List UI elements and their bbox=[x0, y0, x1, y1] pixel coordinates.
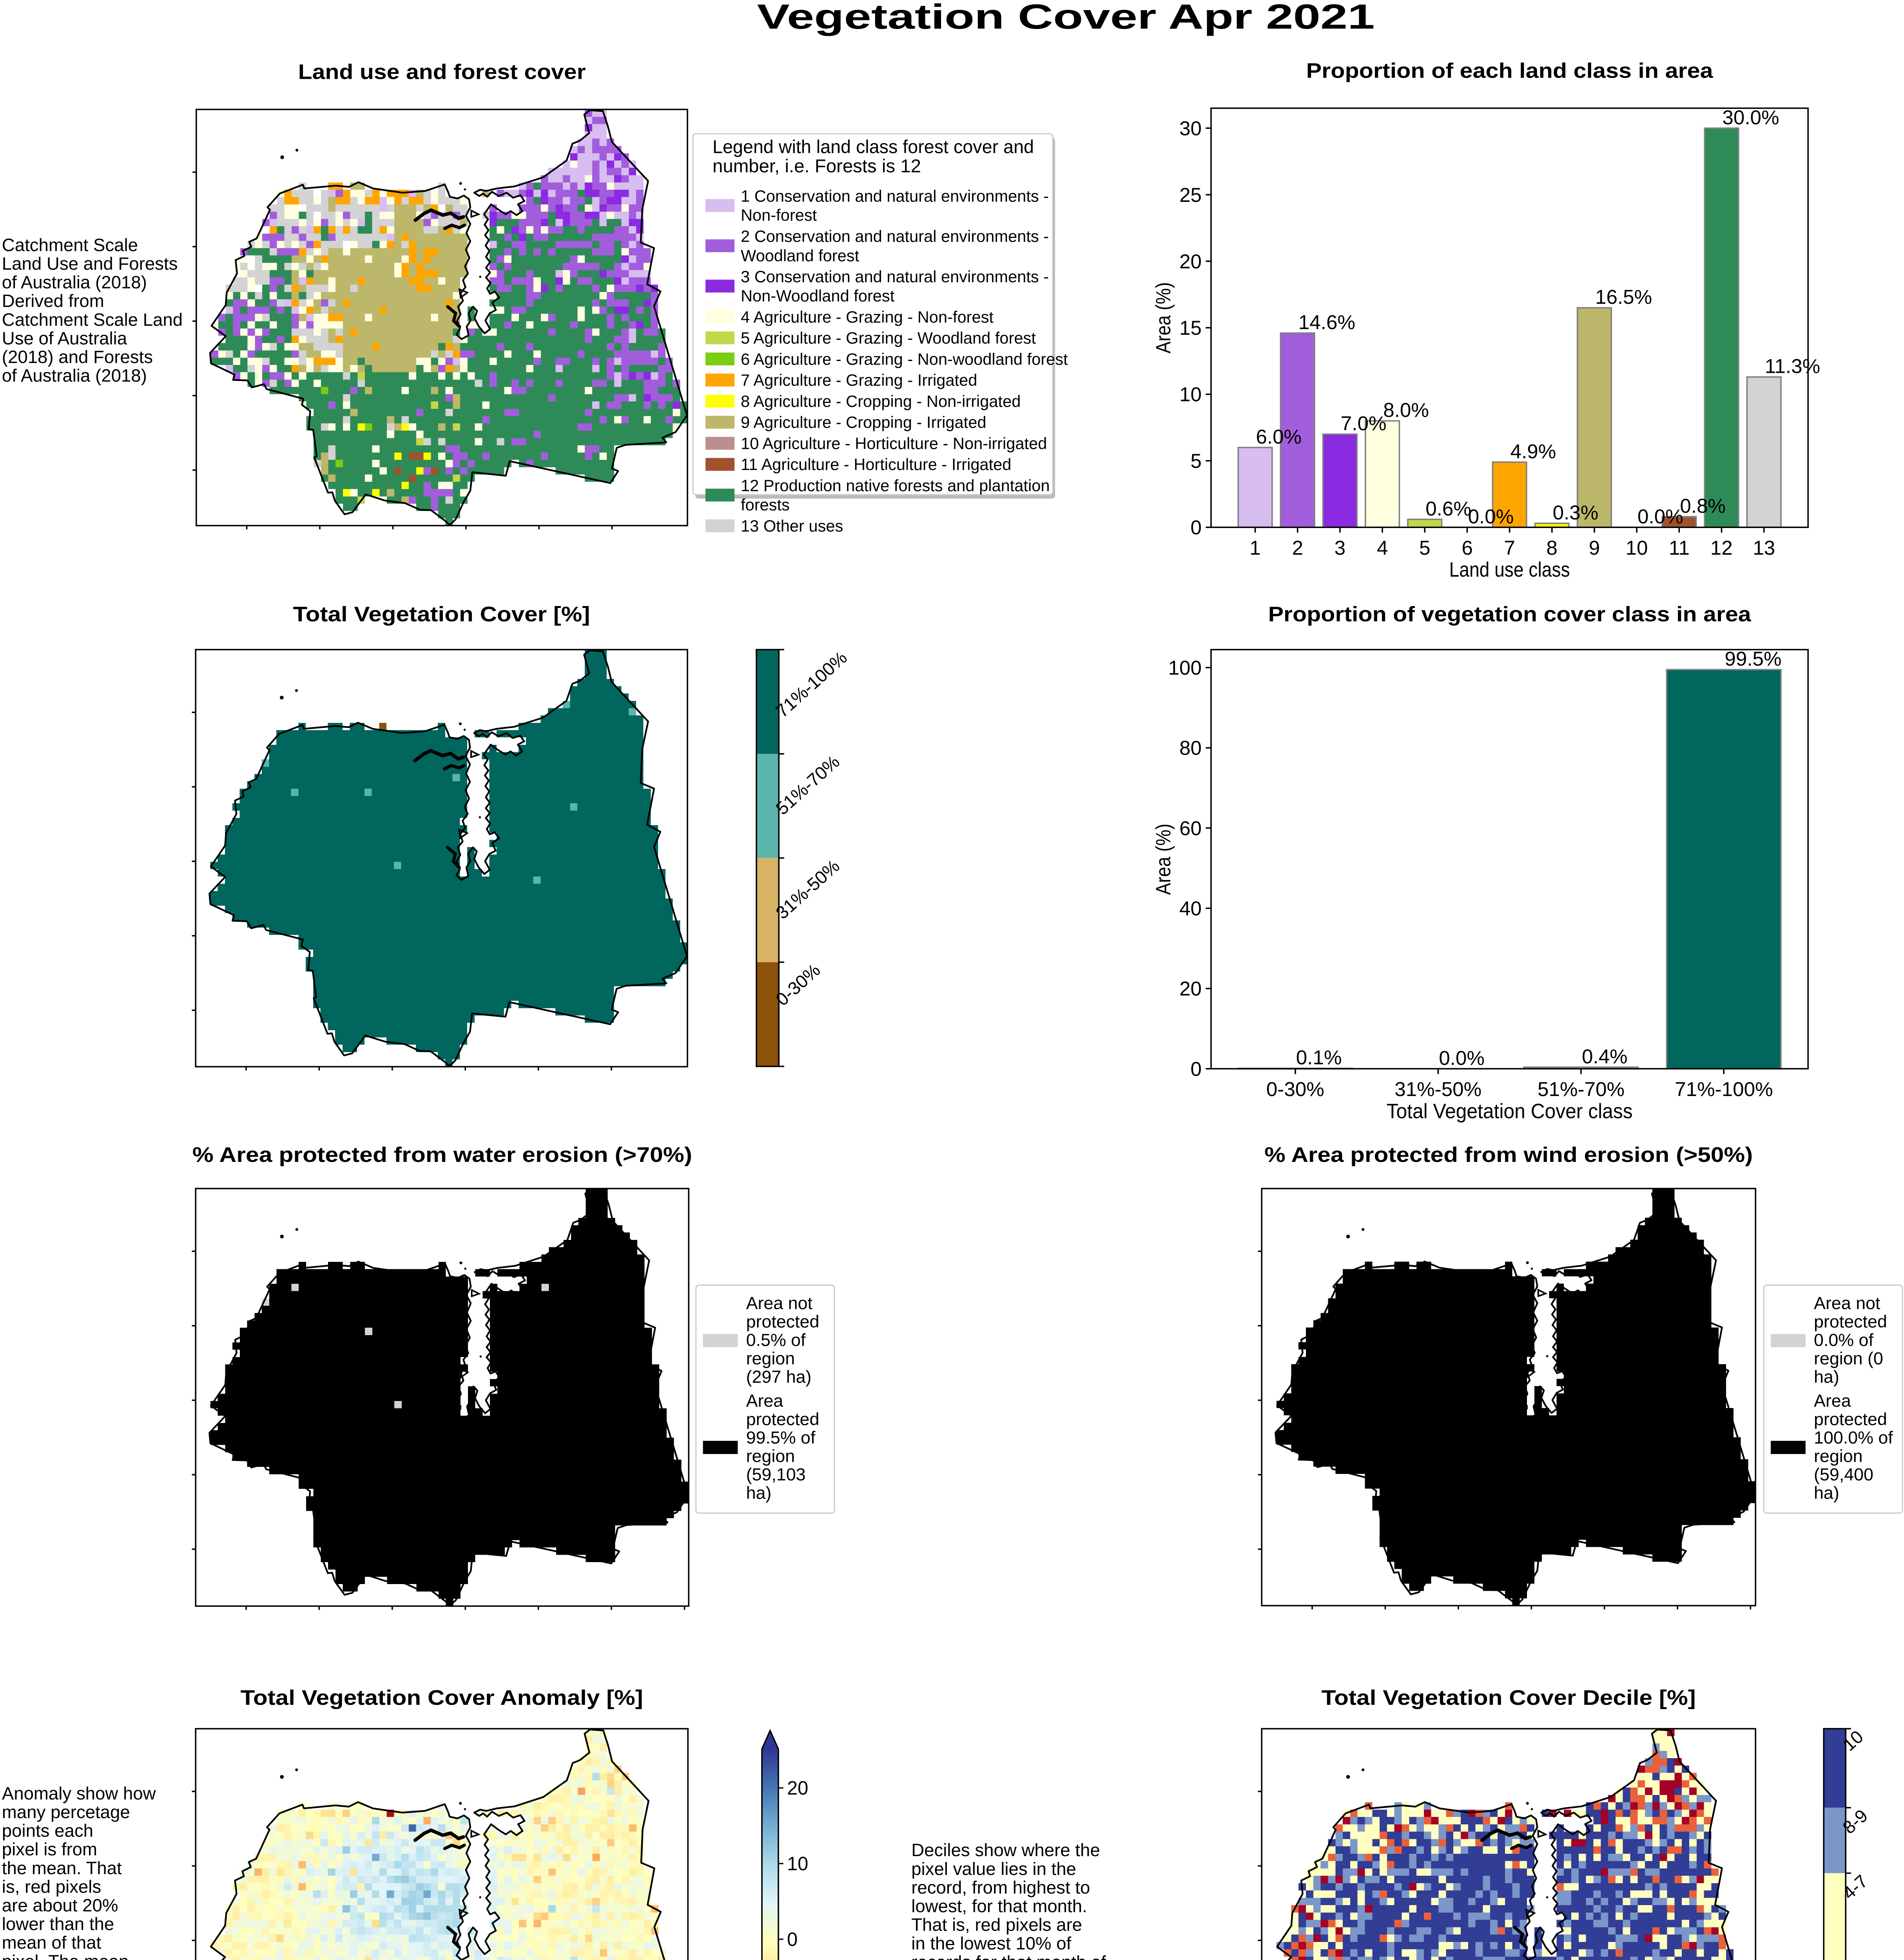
svg-text:% Area protected from water er: % Area protected from water erosion (>70… bbox=[192, 1143, 692, 1167]
svg-text:% Area protected from wind ero: % Area protected from wind erosion (>50%… bbox=[1264, 1143, 1753, 1167]
svg-text:Total Vegetation Cover [%]: Total Vegetation Cover [%] bbox=[293, 603, 590, 626]
svg-text:Vegetation Cover Apr 2021: Vegetation Cover Apr 2021 bbox=[757, 0, 1375, 36]
svg-text:Land use and forest cover: Land use and forest cover bbox=[298, 60, 586, 84]
svg-text:Total Vegetation Cover Decile: Total Vegetation Cover Decile [%] bbox=[1322, 1686, 1696, 1710]
svg-text:Total Vegetation Cover Anomaly: Total Vegetation Cover Anomaly [%] bbox=[241, 1686, 643, 1710]
